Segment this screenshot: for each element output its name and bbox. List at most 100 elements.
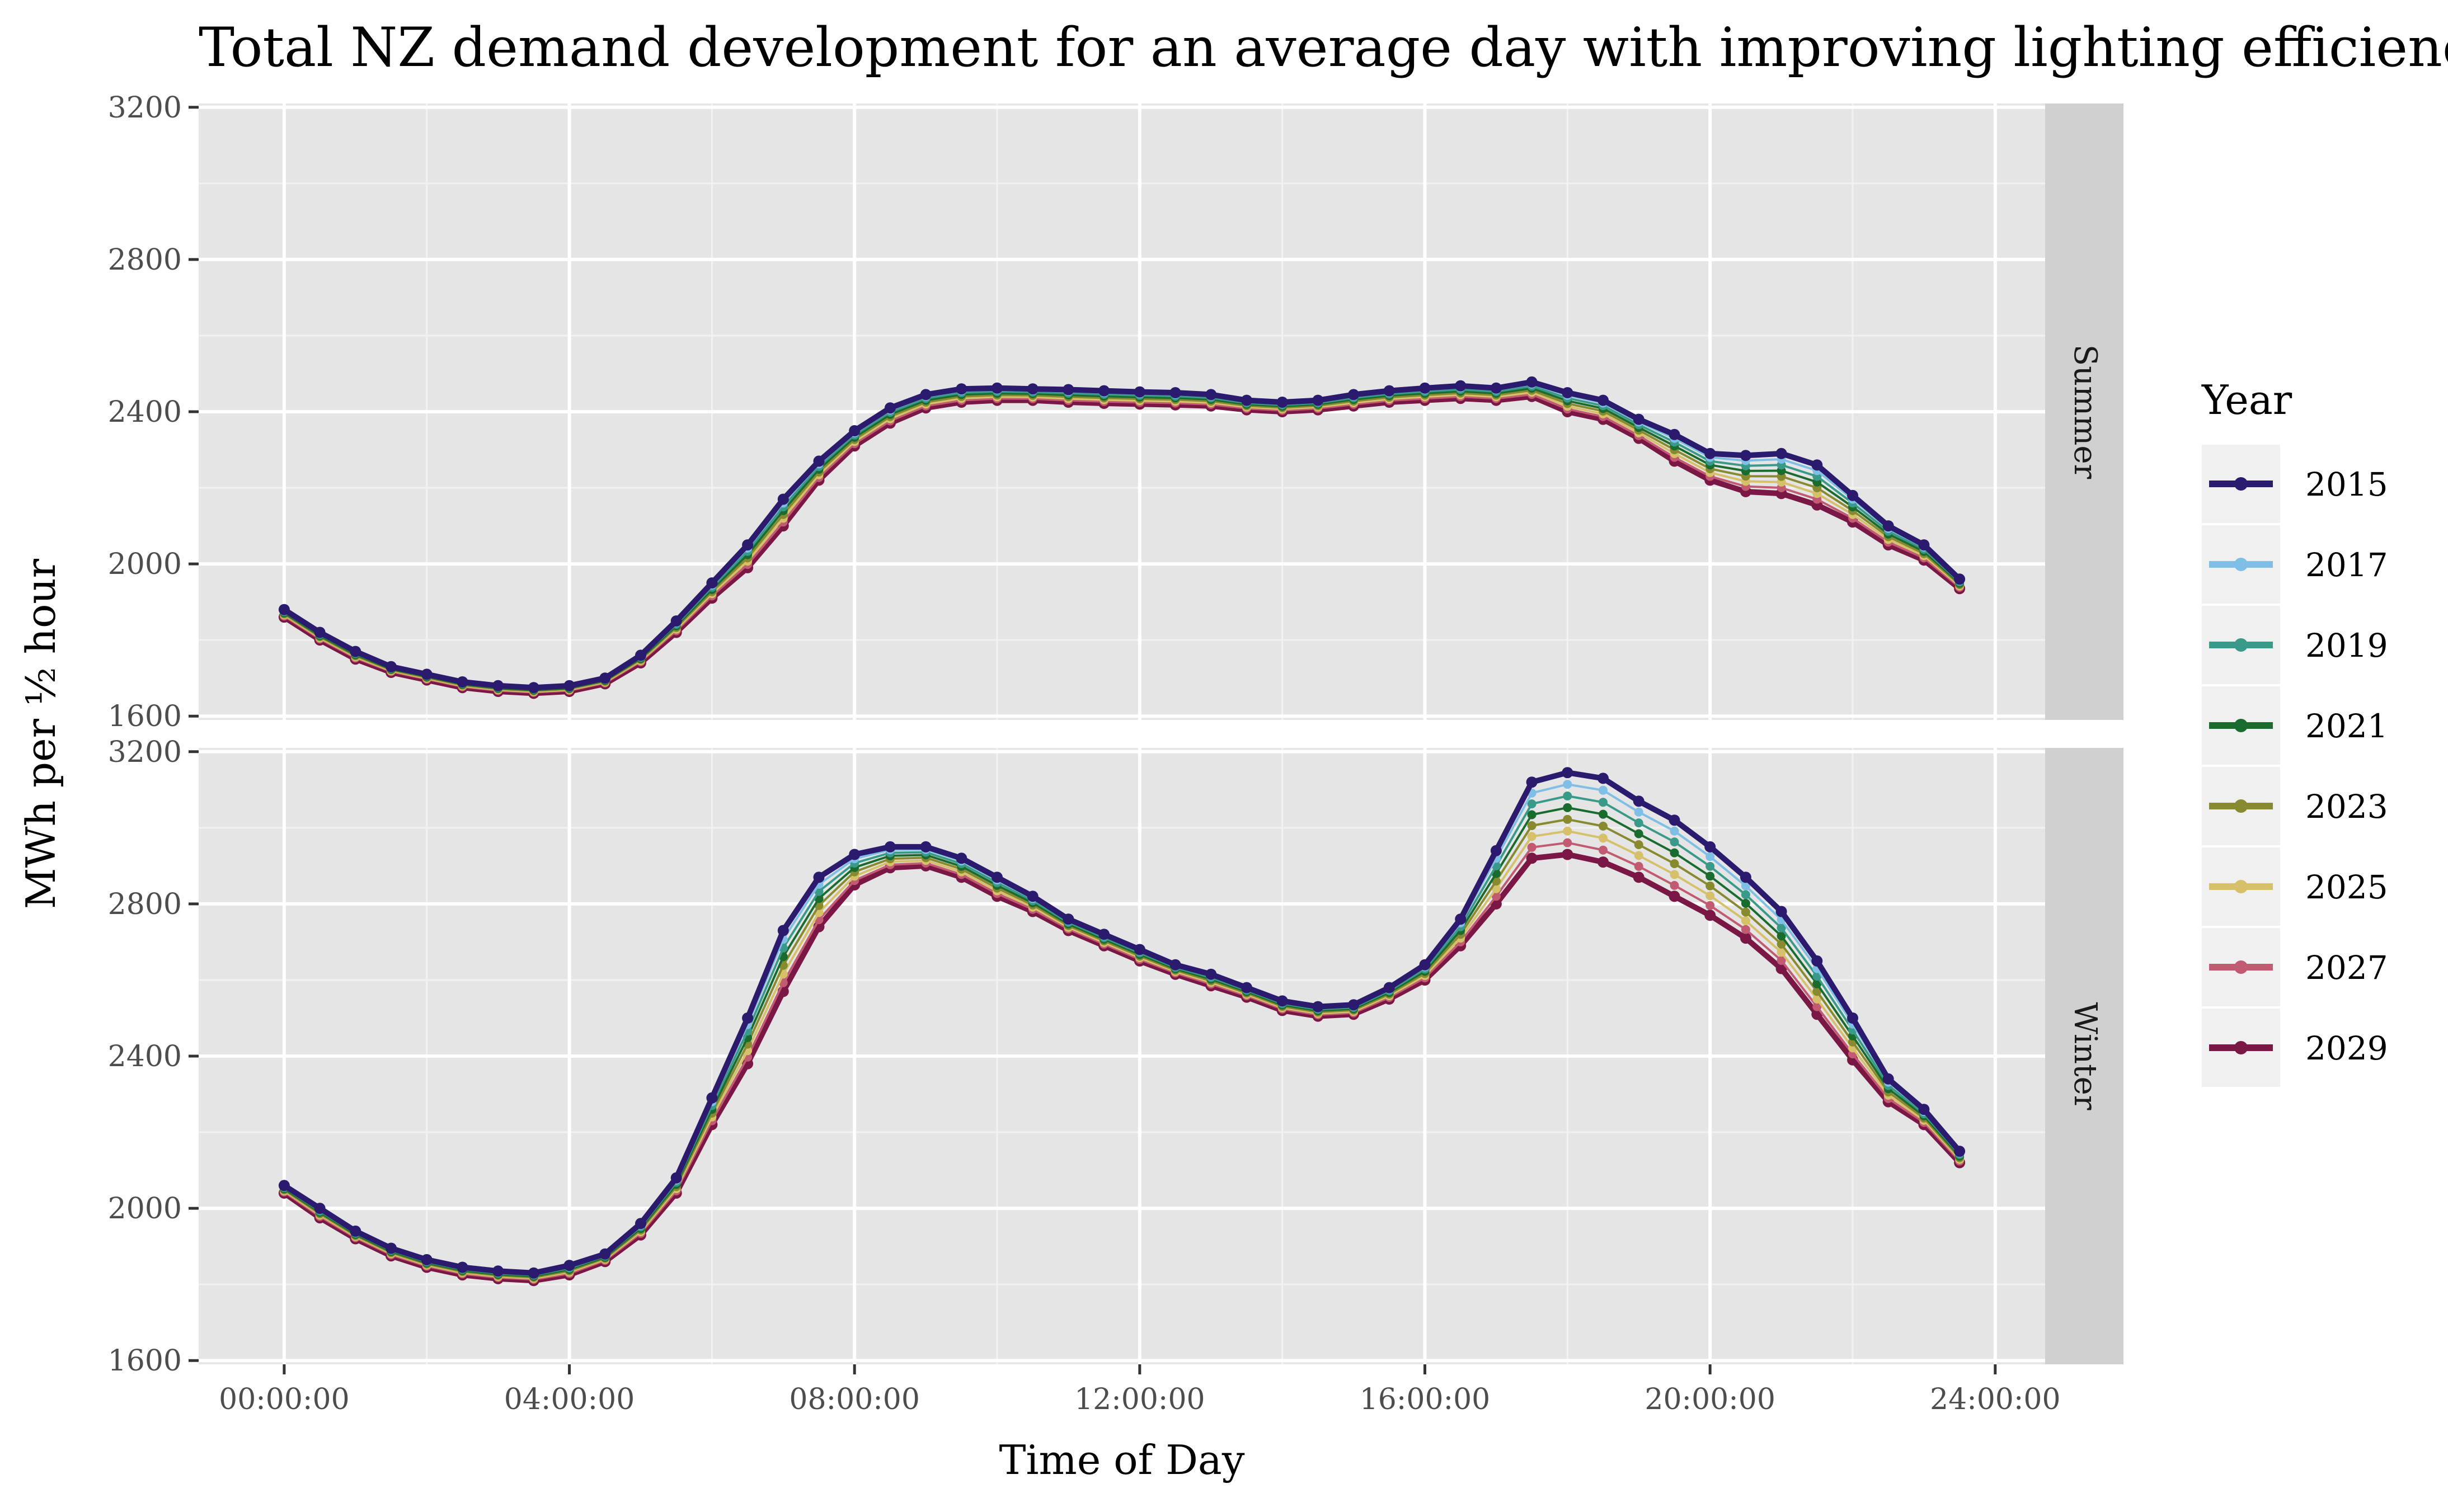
series-2015 (278, 767, 1966, 1279)
data-point-2015 (992, 382, 1003, 394)
data-point-2029 (1562, 849, 1573, 860)
data-point-2015 (1740, 450, 1751, 461)
data-point-2015 (1775, 906, 1787, 917)
data-point-2027 (1812, 1002, 1822, 1011)
data-point-2017 (1670, 826, 1679, 836)
series-line-2023 (283, 818, 1961, 1279)
data-point-2015 (1241, 394, 1252, 406)
data-point-2017 (1705, 852, 1715, 861)
data-point-2015 (1562, 767, 1573, 779)
data-point-2027 (1599, 845, 1608, 855)
data-point-2015 (1918, 1104, 1930, 1115)
data-point-2015 (1169, 387, 1181, 398)
data-point-2019 (1599, 798, 1608, 807)
data-point-2015 (1205, 389, 1217, 401)
data-point-2023 (1777, 939, 1786, 949)
data-point-2015 (1169, 959, 1181, 971)
data-point-2015 (956, 383, 967, 395)
data-point-2015 (849, 425, 861, 436)
y-tick-label: 2800 (108, 243, 182, 277)
data-point-2015 (706, 577, 718, 589)
y-axis-title: MWh per ½ hour (17, 558, 64, 909)
data-point-2029 (1704, 910, 1716, 921)
data-point-2015 (492, 680, 504, 691)
data-point-2015 (1490, 845, 1502, 856)
panel-winter: Winter 1600 2000 2400 2800 3200 (108, 736, 2123, 1378)
data-point-2027 (1563, 838, 1572, 847)
data-point-2015 (1348, 389, 1360, 401)
data-point-2015 (1633, 413, 1644, 425)
data-point-2015 (1455, 913, 1467, 925)
series-line-2015 (283, 770, 1962, 1276)
data-point-2015 (278, 1180, 290, 1191)
data-point-2015 (1811, 955, 1823, 967)
data-point-2017 (1741, 881, 1750, 891)
data-point-2021 (1670, 848, 1679, 858)
data-point-2019 (1705, 861, 1715, 871)
data-point-2017 (1599, 785, 1608, 795)
legend-key-point (2234, 638, 2248, 652)
data-point-2015 (1775, 448, 1787, 459)
data-point-2015 (1419, 959, 1431, 971)
data-point-2025 (1563, 826, 1572, 836)
data-point-2015 (1882, 1073, 1894, 1085)
strip-label-summer: Summer (2067, 345, 2103, 479)
data-point-2027 (1527, 842, 1537, 852)
data-point-2015 (1205, 968, 1217, 980)
data-point-2029 (1633, 872, 1644, 883)
legend-item-2029: 2029 (2202, 1009, 2388, 1087)
data-point-2015 (1027, 891, 1039, 902)
series-line-2029 (283, 851, 1962, 1284)
series-line-2015 (283, 379, 1962, 691)
legend-label: 2023 (2305, 788, 2388, 826)
data-point-2023 (1634, 840, 1643, 849)
data-point-2015 (884, 402, 896, 414)
legend-label: 2019 (2305, 627, 2388, 665)
y-tick-label: 3200 (108, 91, 182, 125)
legend-label: 2029 (2305, 1029, 2388, 1067)
data-point-2021 (1563, 803, 1572, 812)
data-point-2015 (777, 493, 789, 505)
data-point-2021 (1527, 810, 1537, 819)
y-tick-label: 1600 (108, 1344, 182, 1378)
data-point-2025 (1491, 884, 1501, 893)
data-point-2015 (599, 672, 611, 684)
data-point-2029 (1597, 856, 1609, 868)
data-point-2029 (1669, 891, 1680, 902)
data-point-2015 (1740, 872, 1751, 883)
legend-title: Year (2201, 376, 2292, 423)
data-point-2015 (1027, 383, 1039, 395)
y-ticks-winter: 1600 2000 2400 2800 3200 (108, 736, 199, 1378)
y-tick-label: 2400 (108, 1040, 182, 1073)
data-point-2015 (563, 1260, 575, 1271)
data-point-2025 (1741, 916, 1750, 925)
data-point-2019 (1670, 837, 1679, 847)
strip-label-winter: Winter (2067, 1002, 2103, 1110)
y-tick-label: 2000 (108, 1192, 182, 1226)
legend-key-point (2234, 719, 2248, 732)
data-point-2021 (1599, 809, 1608, 819)
data-point-2015 (1383, 982, 1395, 993)
data-point-2015 (670, 615, 682, 627)
data-point-2029 (1526, 852, 1538, 864)
data-point-2015 (1383, 385, 1395, 397)
data-point-2015 (599, 1248, 611, 1260)
data-point-2025 (1812, 995, 1822, 1004)
data-point-2025 (1670, 870, 1679, 879)
data-point-2015 (1241, 982, 1252, 993)
data-point-2015 (1882, 520, 1894, 532)
data-point-2015 (278, 604, 290, 615)
data-point-2015 (1633, 795, 1644, 807)
data-point-2015 (742, 1012, 754, 1024)
data-point-2017 (1563, 780, 1572, 789)
data-point-2023 (1812, 987, 1822, 996)
data-point-2023 (1741, 907, 1750, 917)
data-point-2019 (1563, 792, 1572, 800)
data-point-2025 (1705, 891, 1715, 901)
data-point-2015 (1312, 1001, 1324, 1012)
y-ticks-summer: 1600 2000 2400 2800 3200 (108, 91, 199, 733)
legend-item-2019: 2019 (2202, 606, 2388, 684)
data-point-2015 (1669, 428, 1680, 440)
data-point-2019 (1527, 799, 1537, 809)
data-point-2015 (457, 1261, 468, 1273)
